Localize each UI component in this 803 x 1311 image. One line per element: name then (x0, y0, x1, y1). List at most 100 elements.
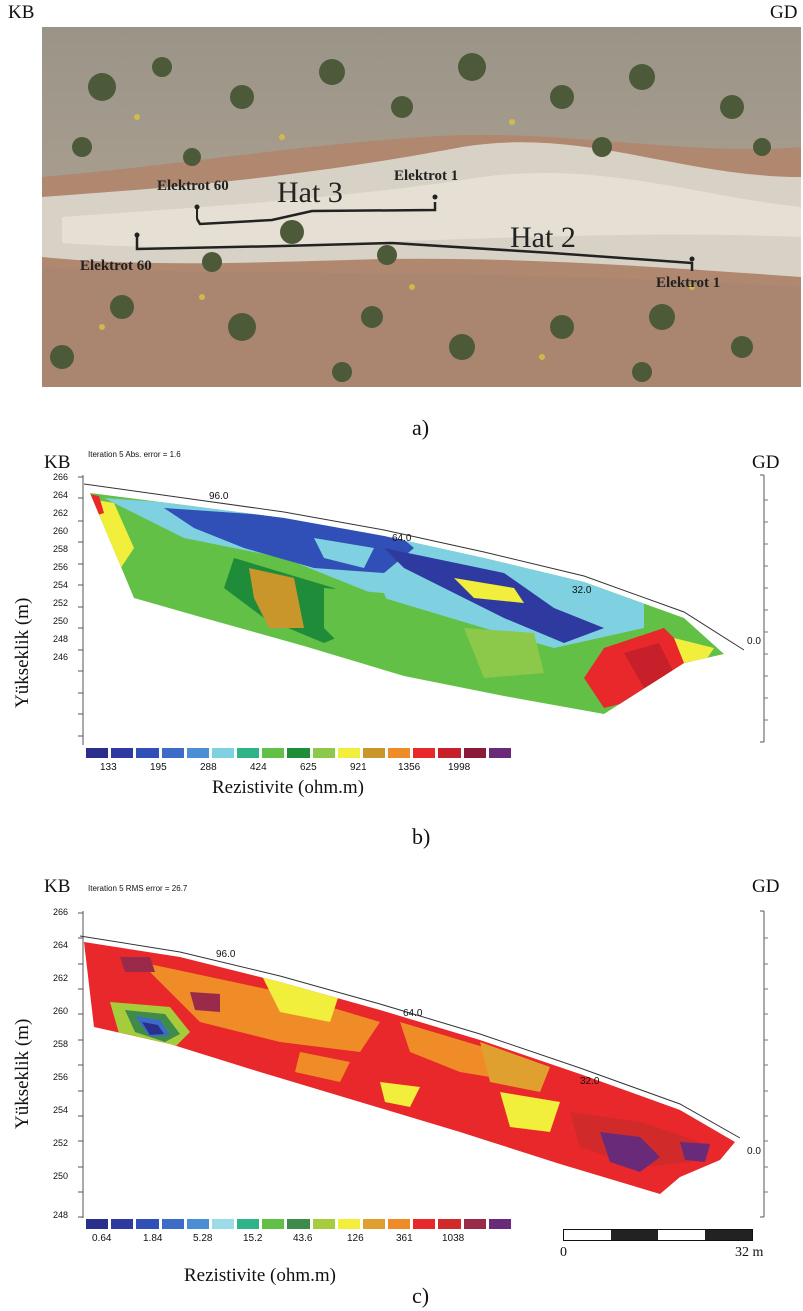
panel-c-y-axis-title: Yükseklik (m) (12, 1018, 33, 1129)
legend-swatch (388, 1219, 411, 1229)
panel-b-ytick: 260 (53, 526, 69, 536)
legend-value: 1.84 (143, 1233, 163, 1244)
panel-c-ytick: 258 (53, 1039, 69, 1049)
legend-swatch (186, 748, 209, 758)
panel-b-ytick: 258 (53, 544, 69, 554)
legend-swatch (463, 748, 486, 758)
legend-value: 0.64 (92, 1233, 112, 1244)
legend-swatch (463, 1219, 486, 1229)
panel-b-ytick: 254 (53, 580, 69, 590)
legend-value: 424 (250, 762, 267, 773)
legend-swatch (438, 748, 461, 758)
scale-bar-segment (658, 1230, 705, 1240)
legend-swatch (413, 1219, 436, 1229)
legend-value: 625 (300, 762, 317, 773)
legend-value: 133 (100, 762, 117, 773)
hat3-label: Hat 3 (277, 176, 343, 209)
panel-b-y-axis-title: Yükseklik (m) (12, 597, 33, 708)
legend-swatch (262, 1219, 285, 1229)
panel-c-ytick: 264 (53, 940, 69, 950)
panel-a-caption: a) (412, 415, 430, 440)
panel-b-resistivity-section (84, 483, 745, 714)
scale-bar-end-label: 32 m (735, 1245, 764, 1260)
hat2-electrode-60-label: Elektrot 60 (80, 258, 152, 274)
panel-b-corner-right: GD (752, 452, 780, 473)
panel-b-surface-label: 96.0 (209, 491, 229, 502)
panel-c-ytick: 256 (53, 1072, 69, 1082)
panel-b-corner-left: KB (44, 452, 71, 473)
hat3-electrode-1-label: Elektrot 1 (394, 168, 459, 184)
legend-swatch (161, 1219, 184, 1229)
panel-b-surface-label: 0.0 (747, 636, 761, 647)
legend-value: 361 (396, 1233, 413, 1244)
panel-b-ytick: 252 (53, 598, 69, 608)
panel-c-surface-label: 96.0 (216, 949, 236, 960)
panel-c-right-axis (760, 910, 768, 1218)
legend-value: 288 (200, 762, 217, 773)
scale-bar-segment (705, 1230, 752, 1240)
panel-c-surface-label: 32.0 (580, 1076, 600, 1087)
legend-swatch (136, 1219, 159, 1229)
panel-c-iteration-text: Iteration 5 RMS error = 26.7 (88, 884, 188, 893)
panel-b-legend (86, 748, 511, 758)
legend-swatch (211, 748, 235, 758)
legend-value: 15.2 (243, 1233, 263, 1244)
panel-c-resistivity-section (80, 935, 741, 1194)
panel-b-y-axis (78, 475, 84, 745)
legend-swatch (413, 748, 436, 758)
legend-swatch (388, 748, 411, 758)
panel-b-ytick: 262 (53, 508, 69, 518)
panel-b-surface-label: 32.0 (572, 585, 592, 596)
legend-swatch (337, 748, 360, 758)
panel-c-corner-right: GD (752, 876, 780, 897)
legend-swatch (262, 748, 285, 758)
panel-c-corner-left: KB (44, 876, 71, 897)
scale-bar-start-label: 0 (560, 1245, 567, 1260)
panel-b-iteration-text: Iteration 5 Abs. error = 1.6 (88, 450, 181, 459)
panel-b-ytick: 266 (53, 472, 69, 482)
panel-c-ytick: 262 (53, 973, 69, 983)
panel-b-right-axis (760, 474, 768, 743)
hat2-label: Hat 2 (510, 221, 576, 254)
hat2-electrode-1-label: Elektrot 1 (656, 275, 721, 291)
legend-value: 195 (150, 762, 167, 773)
legend-swatch (312, 748, 335, 758)
panel-a-photo (42, 27, 801, 387)
legend-swatch (237, 748, 260, 758)
legend-value: 1356 (398, 762, 421, 773)
panel-c-caption: c) (412, 1283, 430, 1308)
legend-swatch (362, 1219, 386, 1229)
legend-value: 5.28 (193, 1233, 213, 1244)
legend-value: 1038 (442, 1233, 465, 1244)
legend-swatch (438, 1219, 461, 1229)
panel-c-legend (86, 1219, 511, 1229)
legend-swatch (488, 1219, 511, 1229)
legend-value: 921 (350, 762, 367, 773)
panel-c-ytick: 266 (53, 907, 69, 917)
legend-swatch (111, 748, 134, 758)
panel-b-ytick: 246 (53, 652, 69, 662)
legend-swatch (86, 748, 109, 758)
scale-bar (563, 1229, 753, 1241)
panel-a-corner-right: GD (770, 2, 798, 23)
legend-value: 43.6 (293, 1233, 313, 1244)
legend-swatch (161, 748, 184, 758)
legend-swatch (287, 748, 310, 758)
legend-swatch (237, 1219, 260, 1229)
legend-swatch (312, 1219, 335, 1229)
panel-b-caption: b) (412, 824, 431, 849)
panel-c-ytick: 254 (53, 1105, 69, 1115)
panel-b-ytick: 248 (53, 634, 69, 644)
hat3-electrode-60-label: Elektrot 60 (157, 178, 229, 194)
panel-c-surface-label: 64.0 (403, 1008, 423, 1019)
legend-value: 126 (347, 1233, 364, 1244)
scale-bar-segment (611, 1230, 658, 1240)
panel-c-ytick: 260 (53, 1006, 69, 1016)
panel-c-y-axis (78, 911, 84, 1218)
panel-c-surface-label: 0.0 (747, 1146, 761, 1157)
panel-b-surface-label: 64.0 (392, 533, 412, 544)
panel-c-ytick: 252 (53, 1138, 69, 1148)
panel-c-ytick: 248 (53, 1210, 69, 1220)
legend-swatch (186, 1219, 209, 1229)
panel-a-corner-left: KB (8, 2, 35, 23)
